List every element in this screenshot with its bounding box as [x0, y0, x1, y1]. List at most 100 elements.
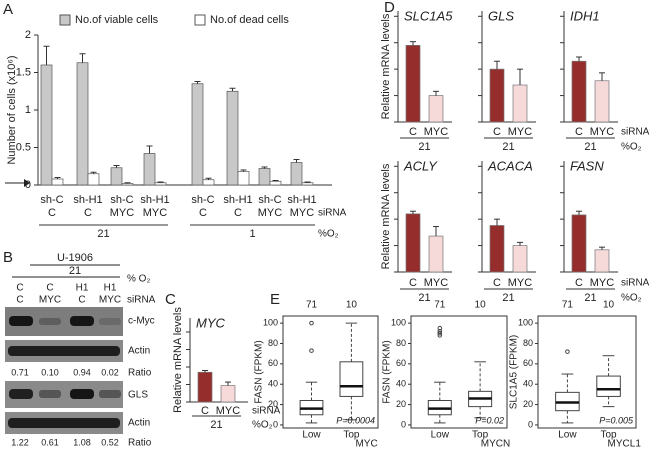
x-tick-label: C [575, 277, 583, 289]
blot-label: Ratio [128, 438, 152, 449]
x-tick-label: C [575, 126, 583, 138]
group-label: 21 [418, 141, 430, 153]
outlier [309, 348, 314, 353]
group-label: 21 [502, 292, 514, 304]
blot-label: Actin [128, 418, 150, 429]
plot-frame [282, 315, 379, 429]
panel-letter: A [3, 1, 13, 18]
bar [258, 168, 271, 186]
count-label: 10 [603, 300, 615, 311]
sh-label: C [16, 283, 23, 294]
chart-title: ACLY [403, 158, 438, 173]
row-label: %O₂ [621, 293, 642, 304]
ratio: 0.10 [41, 367, 59, 377]
si-label: C [78, 295, 85, 306]
x-tick-label: Top [343, 430, 360, 441]
si-row-label: siRNA [127, 295, 156, 306]
chart-title: FASN [570, 158, 604, 173]
chart-title: GLS [488, 8, 514, 23]
x-tick-label: C [84, 207, 92, 219]
y-tick-label: 60 [523, 358, 533, 368]
bar [405, 213, 421, 273]
x-tick-label: C [234, 207, 242, 219]
y-tick-label: 80 [523, 338, 533, 348]
x-tick-label: MYC [110, 207, 135, 219]
x-axis-label: MYCN [481, 439, 510, 449]
outlier [565, 349, 570, 354]
y-tick-label: 60 [396, 358, 406, 368]
x-axis-label: MYC [355, 439, 377, 449]
box [596, 375, 621, 397]
bar [237, 171, 250, 186]
bar [220, 385, 236, 403]
row-label: %O₂ [621, 142, 642, 153]
x-tick-label: Top [600, 430, 617, 441]
bar [202, 179, 215, 186]
si-label: MYC [39, 295, 61, 306]
y-tick-label: 20 [396, 399, 406, 409]
bar [428, 235, 444, 273]
bar [428, 95, 444, 123]
plot-frame [410, 315, 508, 429]
ratio: 0.71 [11, 367, 29, 377]
x-tick-label: Top [472, 430, 489, 441]
y-axis-label: Number of cells (x10⁶) [6, 55, 18, 164]
y-tick-label: 0 [528, 419, 533, 429]
x-tick-label: sh-C [258, 194, 281, 206]
y-tick-label: 40 [523, 379, 533, 389]
x-tick-label: C [409, 277, 417, 289]
o2-label: % O₂ [127, 274, 150, 285]
x-tick-label: sh-H1 [223, 194, 252, 206]
count-label: 71 [434, 300, 446, 311]
bar [154, 182, 167, 186]
x-tick-label: sh-C [191, 194, 214, 206]
bar [594, 249, 610, 273]
y-tick-label: 0 [401, 419, 406, 429]
ratio: 0.94 [73, 367, 91, 377]
x-tick-label: MYC [508, 126, 533, 138]
x-tick-label: sh-C [110, 194, 133, 206]
bar [226, 90, 239, 186]
row-label: siRNA [318, 208, 347, 219]
x-tick-label: MYC [216, 405, 241, 417]
y-tick-label: 80 [396, 338, 406, 348]
bar [40, 64, 53, 186]
chart-title: ACACA [487, 158, 533, 173]
y-tick-label: 20 [523, 399, 533, 409]
y-tick-label: 0 [273, 419, 278, 429]
x-tick-label: MYC [590, 277, 615, 289]
blot-label: c-Myc [128, 316, 155, 327]
y-tick-label: 1.5 [16, 66, 31, 78]
group-label: 21 [584, 292, 596, 304]
y-tick-label: 20 [268, 399, 278, 409]
count-label: 10 [346, 300, 358, 311]
row-label: siRNA [621, 127, 650, 138]
annotation: P=0.0004 [336, 415, 375, 425]
outlier [309, 320, 314, 326]
x-tick-label: sh-H1 [287, 194, 316, 206]
bar [110, 167, 123, 186]
chart-title: MYC [196, 315, 226, 330]
x-tick-label: C [493, 277, 501, 289]
x-tick-label: C [199, 207, 207, 219]
x-tick-label: C [493, 126, 501, 138]
y-tick-label: 40 [396, 379, 406, 389]
panel-letter: C [165, 291, 176, 308]
count-label: 71 [562, 300, 574, 311]
cell-line: U-1906 [57, 252, 93, 264]
x-tick-label: Low [302, 430, 321, 441]
outlier [437, 328, 443, 334]
row-label: siRNA [621, 278, 650, 289]
bar [197, 371, 213, 403]
y-axis-label: FASN (FPKM) [382, 340, 393, 403]
row-label: %O₂ [318, 229, 339, 240]
blot-label: Actin [128, 346, 150, 357]
legend-swatch [194, 14, 206, 26]
bar [571, 60, 587, 123]
blot-label: Ratio [128, 368, 152, 379]
y-tick-label: 2 [25, 29, 31, 41]
y-axis-label: Relative mRNA levels [380, 13, 392, 119]
y-tick-label: 60 [268, 358, 278, 368]
bar [191, 83, 204, 186]
